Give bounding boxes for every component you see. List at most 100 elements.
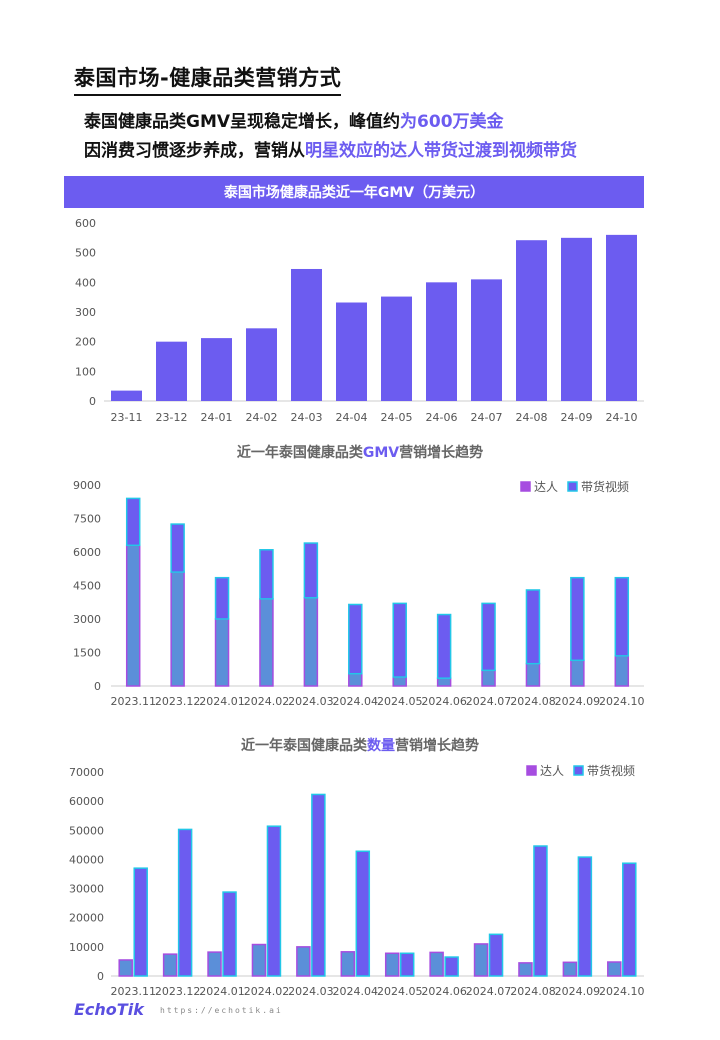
- talent-count-bar: [207, 951, 222, 977]
- video-count-bar: [533, 845, 548, 977]
- legend-swatch: [526, 765, 537, 776]
- video-count-bar: [177, 828, 193, 977]
- x-tick-label: 24-05: [381, 411, 413, 424]
- x-tick-label: 23-11: [111, 411, 143, 424]
- x-tick-label: 2024.06: [421, 695, 467, 708]
- summary-line-1-text: 泰国健康品类GMV呈现稳定增长，峰值约: [84, 112, 401, 132]
- talent-gmv-bar: [214, 618, 230, 687]
- talent-gmv-bar: [525, 662, 541, 687]
- talent-count-bar: [162, 953, 178, 977]
- x-tick-label: 24-06: [426, 411, 458, 424]
- talent-gmv-bar: [348, 672, 363, 687]
- y-tick-label: 30000: [69, 883, 104, 896]
- video-count-bar: [622, 862, 637, 977]
- video-gmv-bar: [214, 576, 230, 620]
- x-tick-label: 2024.10: [599, 695, 645, 708]
- talent-gmv-bar: [170, 571, 185, 687]
- echotik-logo: EchoTik: [74, 1000, 144, 1019]
- x-tick-label: 24-10: [606, 411, 638, 424]
- talent-count-bar: [473, 943, 489, 977]
- y-tick-label: 50000: [69, 824, 104, 837]
- chart2-title-suffix: 营销增长趋势: [399, 445, 484, 461]
- x-tick-label: 24-07: [471, 411, 503, 424]
- legend-label: 达人: [540, 764, 564, 778]
- talent-count-bar: [251, 943, 267, 977]
- y-tick-label: 500: [75, 247, 96, 260]
- video-gmv-bar: [303, 542, 319, 599]
- summary-line-2: 因消费习惯逐步养成，营销从明星效应的达人带货过渡到视频带货: [84, 136, 577, 161]
- talent-count-bar: [340, 951, 356, 977]
- gmv-bar: [291, 268, 322, 401]
- talent-gmv-bar: [392, 676, 407, 687]
- talent-count-bar: [607, 961, 622, 977]
- x-tick-label: 2024.07: [466, 695, 512, 708]
- x-tick-label: 2024.09: [555, 985, 601, 998]
- y-tick-label: 100: [75, 365, 96, 378]
- y-tick-label: 0: [89, 395, 96, 408]
- y-tick-label: 40000: [69, 853, 104, 866]
- talent-gmv-bar: [481, 669, 496, 687]
- x-tick-label: 2024.05: [377, 695, 423, 708]
- gmv-bar: [381, 296, 412, 401]
- y-tick-label: 10000: [69, 941, 104, 954]
- quantity-marketing-grouped-chart: 0 10000 20000 30000 40000 50000 60000 70000 达人 带货…: [69, 763, 645, 998]
- y-tick-label: 4500: [73, 580, 101, 593]
- summary-line-1: 泰国健康品类GMV呈现稳定增长，峰值约为600万美金: [84, 107, 504, 132]
- chart2-title-prefix: 近一年泰国健康品类: [236, 445, 363, 461]
- video-gmv-bar: [525, 589, 541, 665]
- video-gmv-bar: [614, 576, 630, 657]
- y-tick-label: 70000: [69, 766, 104, 779]
- chart3-title-prefix: 近一年泰国健康品类: [241, 738, 367, 754]
- x-tick-label: 24-04: [336, 411, 368, 424]
- x-tick-label: 2024.04: [333, 695, 379, 708]
- legend-swatch: [567, 481, 578, 492]
- video-gmv-bar: [481, 602, 496, 672]
- video-gmv-bar: [570, 576, 585, 662]
- video-gmv-bar: [170, 523, 185, 573]
- talent-count-bar: [429, 951, 444, 977]
- page-title: 泰国市场-健康品类营销方式: [74, 62, 342, 96]
- x-tick-label: 2024.08: [510, 695, 556, 708]
- x-tick-label: 2024.01: [199, 695, 245, 708]
- gmv-bar: [111, 390, 142, 401]
- x-tick-label: 24-08: [516, 411, 548, 424]
- gmv-bar-chart: 0 100 200 300 400 500 600 23-11 23-12 24-01 24-02 2…: [75, 217, 644, 424]
- y-tick-label: 9000: [73, 479, 101, 492]
- video-count-bar: [355, 850, 371, 977]
- y-tick-label: 0: [94, 680, 101, 693]
- x-tick-label: 2024.08: [510, 985, 556, 998]
- summary-line-2-text: 因消费习惯逐步养成，营销从: [84, 141, 305, 161]
- talent-gmv-bar: [436, 677, 452, 687]
- y-tick-label: 0: [97, 970, 104, 983]
- video-count-bar: [311, 793, 326, 977]
- x-tick-label: 2024.02: [244, 985, 290, 998]
- gmv-bar: [471, 279, 502, 401]
- legend-label: 达人: [534, 480, 558, 494]
- talent-count-bar: [518, 962, 533, 977]
- y-tick-label: 200: [75, 336, 96, 349]
- y-tick-label: 6000: [73, 546, 101, 559]
- video-count-bar: [577, 856, 593, 977]
- chart2-title-highlight: GMV: [362, 445, 400, 461]
- summary-line-2-highlight: 明星效应的达人带货过渡到视频带货: [305, 141, 577, 161]
- x-tick-label: 2023.12: [155, 695, 201, 708]
- talent-gmv-bar: [303, 597, 319, 687]
- video-count-bar: [488, 933, 504, 977]
- y-tick-label: 60000: [69, 795, 104, 808]
- gmv-bar: [606, 234, 637, 401]
- legend-label: 带货视频: [587, 763, 635, 778]
- video-gmv-bar: [125, 497, 141, 547]
- talent-gmv-bar: [125, 544, 141, 687]
- x-tick-label: 2024.07: [466, 985, 512, 998]
- gmv-bar: [156, 341, 187, 401]
- video-count-bar: [266, 825, 282, 977]
- y-tick-label: 3000: [73, 613, 101, 626]
- x-tick-label: 2024.09: [555, 695, 601, 708]
- x-tick-label: 2024.06: [421, 985, 467, 998]
- x-tick-label: 2024.04: [333, 985, 379, 998]
- x-tick-label: 2024.01: [199, 985, 245, 998]
- talent-count-bar: [296, 946, 311, 977]
- x-tick-label: 2024.03: [288, 985, 334, 998]
- chart3-title: 近一年泰国健康品类数量营销增长趋势: [0, 735, 720, 755]
- talent-gmv-bar: [614, 655, 630, 687]
